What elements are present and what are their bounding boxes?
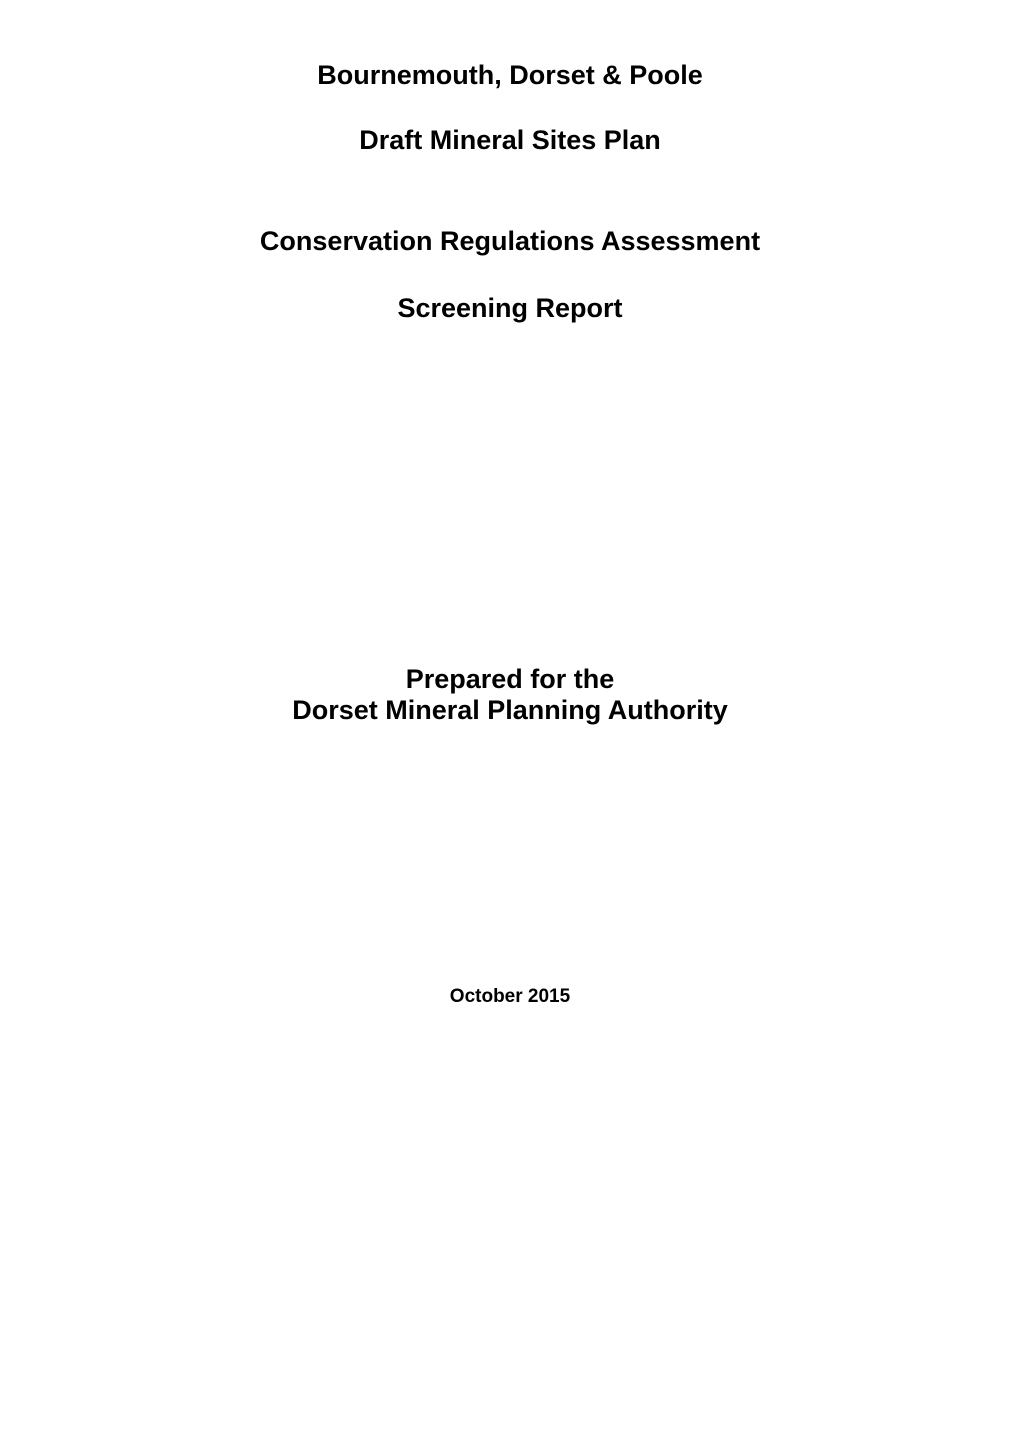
subtitle-line-1: Conservation Regulations Assessment <box>120 226 900 257</box>
subtitle-line-2: Screening Report <box>120 293 900 324</box>
document-page: Bournemouth, Dorset & Poole Draft Minera… <box>0 0 1020 1443</box>
document-date: October 2015 <box>120 986 900 1008</box>
prepared-for-line-2: Dorset Mineral Planning Authority <box>120 695 900 726</box>
title-line-1: Bournemouth, Dorset & Poole <box>120 60 900 91</box>
prepared-for-line-1: Prepared for the <box>120 664 900 695</box>
title-line-2: Draft Mineral Sites Plan <box>120 125 900 156</box>
subtitle-block: Conservation Regulations Assessment Scre… <box>120 226 900 324</box>
title-block: Bournemouth, Dorset & Poole Draft Minera… <box>120 60 900 156</box>
prepared-for-block: Prepared for the Dorset Mineral Planning… <box>120 664 900 726</box>
